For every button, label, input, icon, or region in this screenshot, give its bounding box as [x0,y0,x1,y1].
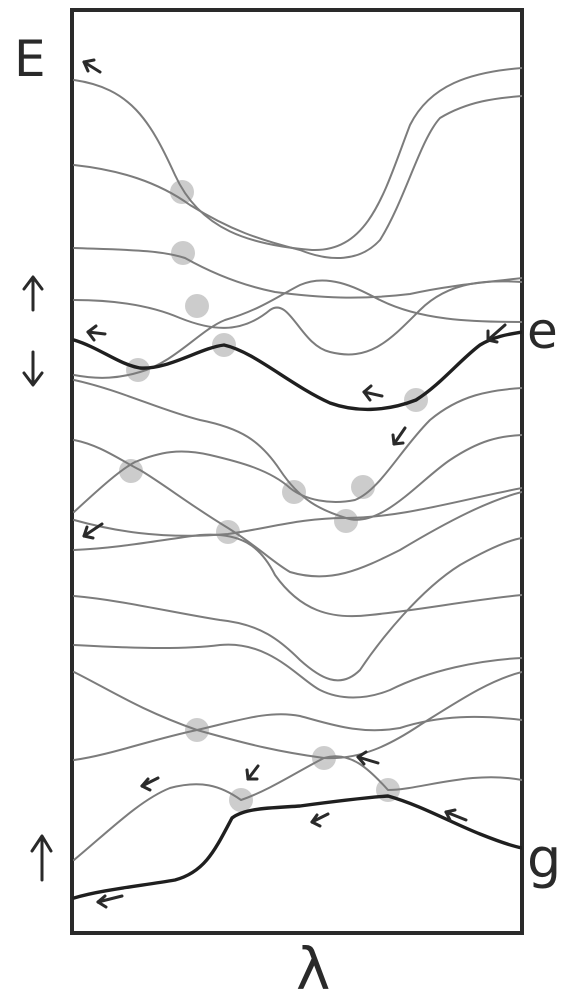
crossing-marker [351,475,375,499]
crossing-marker [126,358,150,382]
up-arrow-icon [22,275,44,312]
up-arrow-icon [30,834,53,882]
energy-level [73,247,522,299]
energy-axis-label: E [14,30,46,88]
energy-level [73,487,522,537]
path-g [72,794,522,900]
arrow-icon [245,764,260,781]
energy-level [73,643,522,699]
arrow-icon [486,323,507,344]
state-g-label: g [527,827,562,890]
energy-level [73,67,522,252]
crossing-marker [185,294,209,318]
arrow-icon [391,426,407,446]
energy-levels [73,67,522,861]
energy-level [73,713,522,761]
energy-level [73,280,522,356]
arrow-icon [96,894,124,909]
energy-level [73,379,522,521]
crossing-marker [119,459,143,483]
energy-level [73,439,522,578]
direction-arrows [82,58,507,909]
plot-frame [70,8,524,935]
crossing-marker [334,509,358,533]
arrow-icon [82,58,102,74]
energy-level [73,533,522,618]
side-arrows [22,275,53,882]
path-e [72,330,522,412]
energy-level [73,755,522,861]
parameter-axis-label: λ [296,935,331,1003]
arrow-icon [140,776,160,792]
arrow-icon [82,522,104,540]
energy-level [73,387,522,513]
arrow-icon [356,750,380,766]
energy-level [73,537,522,682]
arrow-icon [444,808,468,822]
arrow-icon [86,324,107,342]
energy-level [73,279,522,379]
arrow-icon [362,384,384,402]
crossing-marker [171,241,195,265]
highlighted-paths [72,330,522,900]
state-e-label: e [527,302,558,360]
energy-level [73,95,522,259]
arrow-icon [310,812,330,828]
down-arrow-icon [22,350,44,387]
